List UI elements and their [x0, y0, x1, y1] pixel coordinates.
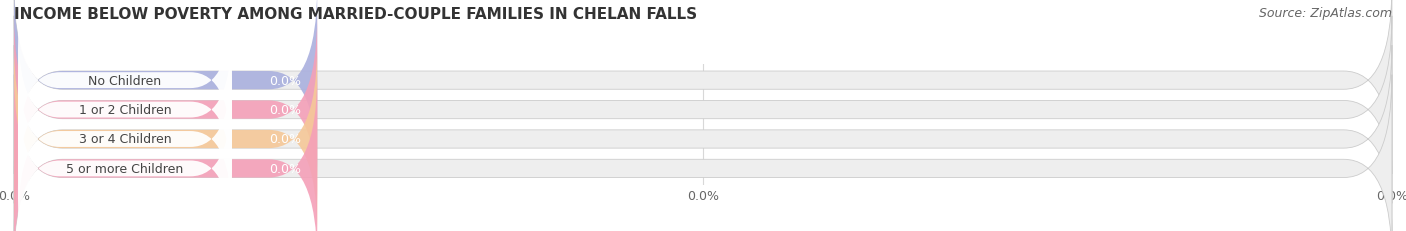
FancyBboxPatch shape	[14, 75, 1392, 231]
FancyBboxPatch shape	[18, 59, 232, 219]
FancyBboxPatch shape	[18, 89, 232, 231]
Text: 1 or 2 Children: 1 or 2 Children	[79, 104, 172, 117]
FancyBboxPatch shape	[14, 17, 1392, 204]
Text: INCOME BELOW POVERTY AMONG MARRIED-COUPLE FAMILIES IN CHELAN FALLS: INCOME BELOW POVERTY AMONG MARRIED-COUPL…	[14, 7, 697, 22]
Text: Source: ZipAtlas.com: Source: ZipAtlas.com	[1258, 7, 1392, 20]
Text: 0.0%: 0.0%	[269, 162, 301, 175]
FancyBboxPatch shape	[18, 1, 232, 161]
FancyBboxPatch shape	[14, 46, 1392, 231]
FancyBboxPatch shape	[14, 46, 318, 231]
Text: 0.0%: 0.0%	[269, 104, 301, 117]
FancyBboxPatch shape	[14, 0, 1392, 174]
FancyBboxPatch shape	[18, 30, 232, 190]
Text: 5 or more Children: 5 or more Children	[66, 162, 184, 175]
Text: 0.0%: 0.0%	[269, 133, 301, 146]
FancyBboxPatch shape	[14, 0, 318, 174]
Text: No Children: No Children	[89, 74, 162, 87]
Text: 3 or 4 Children: 3 or 4 Children	[79, 133, 172, 146]
FancyBboxPatch shape	[14, 75, 318, 231]
FancyBboxPatch shape	[14, 17, 318, 204]
Text: 0.0%: 0.0%	[269, 74, 301, 87]
